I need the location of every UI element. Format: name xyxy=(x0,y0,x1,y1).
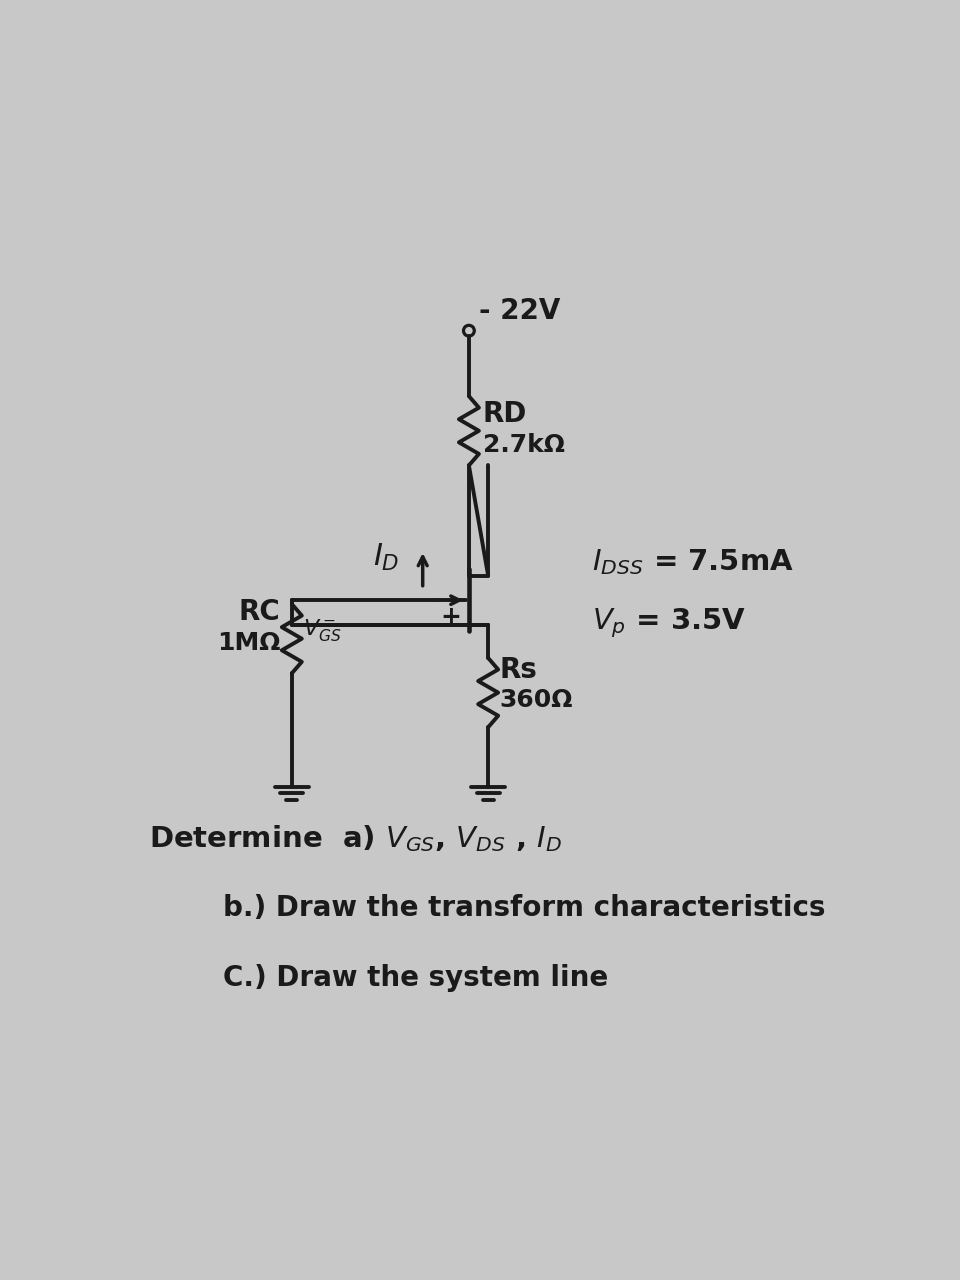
Text: +: + xyxy=(441,605,462,628)
Text: RD: RD xyxy=(483,399,527,428)
Text: 2.7kΩ: 2.7kΩ xyxy=(483,433,564,457)
Text: - 22V: - 22V xyxy=(479,297,561,325)
Text: 1MΩ: 1MΩ xyxy=(217,631,280,654)
Text: Determine  a) $V_{GS}$, $V_{DS}$ , $I_D$: Determine a) $V_{GS}$, $V_{DS}$ , $I_D$ xyxy=(150,823,563,854)
Text: $V_{GS}^-$: $V_{GS}^-$ xyxy=(303,617,342,643)
Text: Rs: Rs xyxy=(500,655,538,684)
Text: b.) Draw the transform characteristics: b.) Draw the transform characteristics xyxy=(223,895,825,922)
Text: $I_{DSS}$ = 7.5mA: $I_{DSS}$ = 7.5mA xyxy=(592,547,794,576)
Text: RC: RC xyxy=(238,598,280,626)
Text: C.) Draw the system line: C.) Draw the system line xyxy=(223,964,608,992)
Text: $V_p$ = 3.5V: $V_p$ = 3.5V xyxy=(592,607,747,640)
Text: 360Ω: 360Ω xyxy=(500,689,573,712)
Text: $I_D$: $I_D$ xyxy=(373,543,399,573)
